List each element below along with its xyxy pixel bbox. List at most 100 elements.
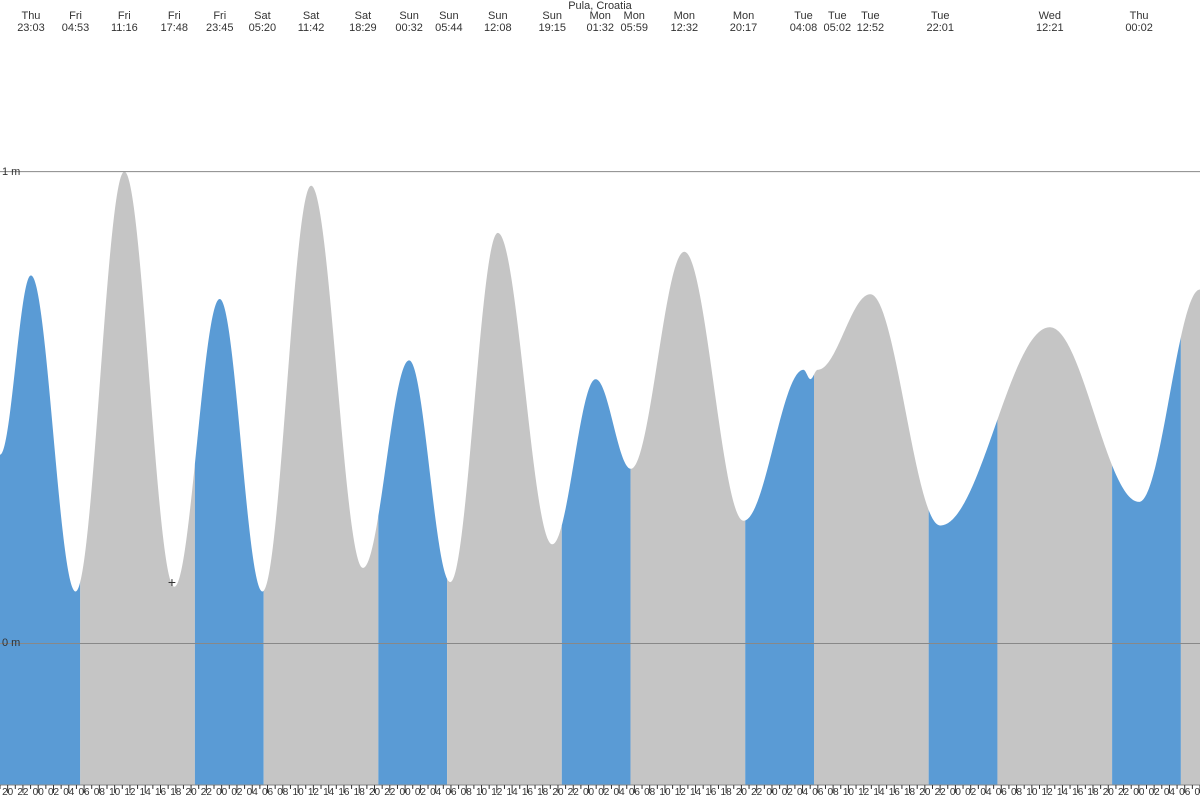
- extrema-label-time: 23:03: [17, 22, 45, 34]
- x-tick-label: 16: [338, 787, 349, 798]
- x-tick-label: 00: [33, 787, 44, 798]
- x-tick-label: 12: [675, 787, 686, 798]
- x-tick-label: 00: [583, 787, 594, 798]
- x-tick-label: 20: [552, 787, 563, 798]
- extrema-label-time: 12:21: [1036, 22, 1064, 34]
- x-tick-label: 08: [1011, 787, 1022, 798]
- extrema-label: Thu23:03: [17, 10, 45, 34]
- x-tick-label: 00: [1133, 787, 1144, 798]
- x-tick-label: 14: [1057, 787, 1068, 798]
- x-tick-label: 02: [782, 787, 793, 798]
- x-tick-label: 22: [201, 787, 212, 798]
- x-tick-label: 10: [293, 787, 304, 798]
- tide-area-segment: [929, 420, 998, 785]
- x-tick-label: 06: [1179, 787, 1190, 798]
- tide-area-segment: [264, 186, 379, 785]
- extrema-label-time: 20:17: [730, 22, 758, 34]
- extrema-label-time: 05:02: [824, 22, 852, 34]
- tide-area-segment: [1181, 290, 1200, 785]
- extrema-label-time: 00:02: [1125, 22, 1153, 34]
- extrema-label-day: Sun: [538, 10, 566, 22]
- extrema-label-day: Mon: [730, 10, 758, 22]
- x-tick-label: 08: [94, 787, 105, 798]
- x-tick-label: 06: [262, 787, 273, 798]
- x-tick-label: 02: [231, 787, 242, 798]
- x-tick-label: 06: [629, 787, 640, 798]
- extrema-label-day: Mon: [620, 10, 648, 22]
- x-tick-label: 12: [124, 787, 135, 798]
- x-tick-label: 00: [766, 787, 777, 798]
- extrema-label: Sat11:42: [298, 10, 325, 34]
- x-tick-label: 12: [1042, 787, 1053, 798]
- extrema-label-day: Sun: [435, 10, 463, 22]
- x-tick-label: 02: [48, 787, 59, 798]
- x-tick-label: 08: [644, 787, 655, 798]
- extrema-label: Sun05:44: [435, 10, 463, 34]
- x-tick-label: 16: [1072, 787, 1083, 798]
- extrema-label: Sun19:15: [538, 10, 566, 34]
- extrema-label: Fri23:45: [206, 10, 234, 34]
- x-tick-label: 14: [873, 787, 884, 798]
- extrema-label-time: 18:29: [349, 22, 377, 34]
- tide-area-segment: [814, 294, 929, 785]
- x-tick-label: 20: [2, 787, 13, 798]
- extrema-label-time: 19:15: [538, 22, 566, 34]
- x-tick-label: 10: [1026, 787, 1037, 798]
- extrema-label: Fri04:53: [62, 10, 90, 34]
- extrema-label: Tue05:02: [824, 10, 852, 34]
- extrema-label-day: Fri: [111, 10, 138, 22]
- tide-area-segment: [0, 275, 80, 785]
- x-tick-label: 16: [522, 787, 533, 798]
- extrema-label-day: Sat: [249, 10, 277, 22]
- extrema-label-day: Wed: [1036, 10, 1064, 22]
- extrema-label-day: Sat: [349, 10, 377, 22]
- extrema-label-time: 01:32: [586, 22, 614, 34]
- chart-svg: [0, 0, 1200, 800]
- extrema-label-day: Tue: [790, 10, 818, 22]
- x-tick-label: 14: [323, 787, 334, 798]
- extrema-label-day: Thu: [1125, 10, 1153, 22]
- extrema-label-time: 22:01: [927, 22, 955, 34]
- extrema-label: Mon01:32: [586, 10, 614, 34]
- x-tick-label: 06: [79, 787, 90, 798]
- extrema-label-day: Tue: [824, 10, 852, 22]
- extrema-label-day: Tue: [927, 10, 955, 22]
- extrema-label: Sun12:08: [484, 10, 512, 34]
- tide-area-segment: [631, 252, 746, 785]
- extrema-label-day: Thu: [17, 10, 45, 22]
- extrema-label-time: 12:52: [857, 22, 885, 34]
- x-tick-label: 00: [216, 787, 227, 798]
- extrema-label-time: 17:48: [161, 22, 189, 34]
- x-tick-label: 10: [109, 787, 120, 798]
- x-tick-label: 14: [507, 787, 518, 798]
- extrema-label-time: 05:44: [435, 22, 463, 34]
- extrema-label-day: Fri: [62, 10, 90, 22]
- extrema-label-day: Sat: [298, 10, 325, 22]
- extrema-label-time: 05:59: [620, 22, 648, 34]
- x-tick-label: 04: [980, 787, 991, 798]
- extrema-label: Sun00:32: [395, 10, 423, 34]
- x-tick-label: 12: [491, 787, 502, 798]
- tide-area-segment: [1112, 337, 1181, 785]
- extrema-label-time: 04:53: [62, 22, 90, 34]
- tide-area-segment: [195, 299, 264, 785]
- x-tick-label: 04: [63, 787, 74, 798]
- extrema-label-time: 04:08: [790, 22, 818, 34]
- x-tick-label: 06: [996, 787, 1007, 798]
- extrema-label: Tue12:52: [857, 10, 885, 34]
- x-tick-label: 16: [155, 787, 166, 798]
- extrema-label-time: 11:42: [298, 22, 325, 34]
- x-tick-label: 02: [415, 787, 426, 798]
- y-axis-label: 1 m: [2, 166, 20, 178]
- x-tick-label: 04: [614, 787, 625, 798]
- x-tick-label: 22: [751, 787, 762, 798]
- x-tick-label: 22: [17, 787, 28, 798]
- x-tick-label: 02: [1149, 787, 1160, 798]
- x-tick-label: 22: [1118, 787, 1129, 798]
- x-tick-label: 02: [965, 787, 976, 798]
- extrema-label: Tue22:01: [927, 10, 955, 34]
- tide-area-segment: [447, 233, 562, 785]
- extrema-label-time: 12:08: [484, 22, 512, 34]
- x-tick-label: 10: [476, 787, 487, 798]
- x-tick-label: 12: [308, 787, 319, 798]
